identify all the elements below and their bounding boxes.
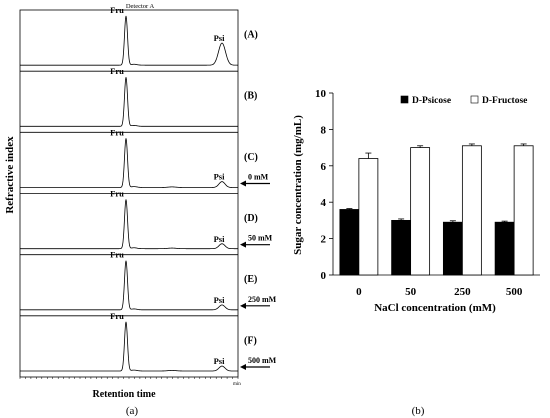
trace-line: [20, 260, 238, 311]
peak-label: Fru: [110, 66, 124, 76]
concentration-label: 0 mM: [248, 173, 269, 182]
peak-label: Psi: [214, 356, 226, 366]
peak-label: Psi: [214, 295, 226, 305]
bar-x-tick-labels: 0 50 250 500: [356, 286, 523, 298]
trace-label: (C): [244, 152, 258, 163]
trace-labels: Fru Psi (A) Fru (B) Fru Psi (C) 0 mM Fru Psi (D) 50 …: [110, 5, 277, 370]
bar-y-axis: 0 2 4 6 8 10: [315, 88, 333, 282]
bar: [513, 145, 534, 276]
legend: D-Psicose D-Fructose: [400, 95, 527, 106]
bar-y-label: Sugar concentration (mg/mL): [292, 115, 304, 255]
peak-label: Psi: [214, 33, 226, 43]
x-tick-label: 0: [356, 286, 362, 298]
bar: [358, 158, 379, 276]
trace-label: (A): [244, 30, 258, 41]
time-axis-ticks: [19, 377, 239, 379]
detector-header: Detector A: [126, 3, 155, 10]
peak-label: Psi: [214, 234, 226, 244]
peak-label: Psi: [214, 172, 226, 182]
y-tick-label: 0: [321, 270, 327, 282]
y-tick-label: 4: [321, 197, 327, 209]
x-tick-label: 50: [405, 286, 417, 298]
peak-label: Fru: [110, 127, 124, 137]
y-tick-label: 8: [321, 124, 327, 136]
x-tick-label: 250: [454, 286, 471, 298]
trace-line: [20, 199, 238, 250]
legend-swatch-psicose: [400, 95, 409, 104]
bar: [461, 145, 482, 276]
time-unit-label: min: [233, 382, 241, 387]
arrow-head: [240, 241, 246, 248]
legend-swatch-fructose: [470, 95, 479, 104]
arrow-head: [240, 302, 246, 309]
panel-a-label: (a): [126, 405, 139, 417]
trace-label: (F): [244, 335, 257, 346]
trace-line: [20, 321, 238, 372]
chromatogram-y-label: Refractive index: [4, 136, 16, 214]
bar: [494, 221, 515, 276]
legend-label-psicose: D-Psicose: [412, 96, 451, 106]
bar: [391, 219, 412, 276]
trace-line: [20, 15, 238, 66]
bar: [410, 147, 431, 276]
trace-line: [20, 77, 238, 127]
chromatogram-x-label: Retention time: [92, 389, 156, 400]
trace-lines: [20, 15, 238, 372]
concentration-label: 500 mM: [248, 356, 277, 365]
y-tick-label: 6: [321, 161, 327, 173]
panel-b-label: (b): [412, 405, 425, 417]
trace-label: (D): [244, 213, 258, 224]
bar: [339, 209, 360, 276]
legend-label-fructose: D-Fructose: [482, 96, 527, 106]
x-tick-label: 500: [506, 286, 523, 298]
bar-series: [339, 143, 534, 276]
arrow-head: [240, 364, 246, 370]
trace-label: (B): [244, 91, 257, 102]
bar: [442, 221, 463, 276]
bar-chart-panel: 0 2 4 6 8 10 0 50 250 500 D-Psicose D-Fructose S…: [292, 88, 540, 417]
peak-label: Fru: [110, 5, 124, 15]
peak-label: Fru: [110, 189, 124, 199]
trace-dividers: [20, 70, 238, 317]
arrow-head: [240, 180, 246, 187]
y-tick-label: 2: [321, 234, 327, 246]
trace-label: (E): [244, 274, 257, 285]
peak-label: Fru: [110, 250, 124, 260]
concentration-label: 250 mM: [248, 295, 277, 304]
peak-label: Fru: [110, 311, 124, 321]
y-tick-label: 10: [315, 88, 327, 100]
bar-x-label: NaCl concentration (mM): [374, 302, 496, 314]
concentration-label: 50 mM: [248, 234, 273, 243]
trace-line: [20, 138, 238, 188]
